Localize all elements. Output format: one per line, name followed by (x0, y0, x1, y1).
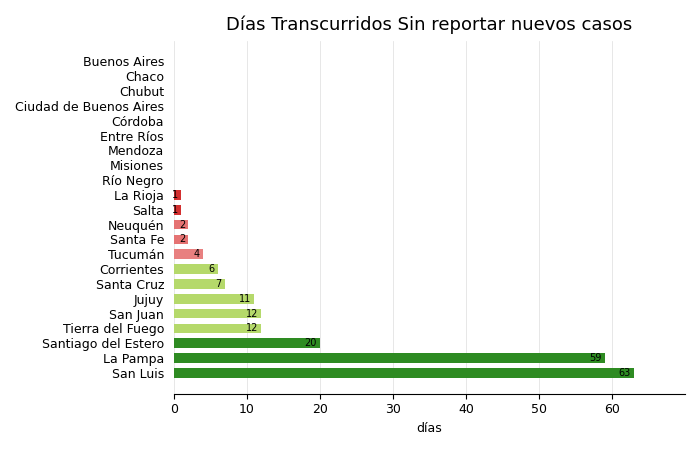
Text: 7: 7 (216, 279, 222, 289)
Text: 12: 12 (246, 309, 258, 319)
Text: 2: 2 (179, 234, 186, 244)
Text: 11: 11 (239, 294, 251, 304)
Bar (174, 249, 203, 259)
Text: 20: 20 (304, 338, 317, 348)
Text: 59: 59 (589, 353, 602, 363)
Text: 6: 6 (209, 264, 215, 274)
Bar (174, 190, 181, 200)
Bar (174, 234, 188, 244)
Bar (174, 294, 254, 304)
Bar (174, 353, 605, 363)
Text: 1: 1 (172, 190, 178, 200)
Text: 63: 63 (619, 368, 631, 378)
Bar (174, 368, 634, 378)
Text: 1: 1 (172, 205, 178, 215)
Text: 4: 4 (194, 249, 200, 259)
Bar (174, 220, 188, 230)
Bar (174, 338, 320, 348)
Bar (174, 324, 261, 333)
Bar (174, 205, 181, 215)
Title: Días Transcurridos Sin reportar nuevos casos: Días Transcurridos Sin reportar nuevos c… (226, 15, 633, 33)
X-axis label: días: días (416, 422, 442, 435)
Bar (174, 264, 218, 274)
Text: 2: 2 (179, 220, 186, 230)
Text: 12: 12 (246, 324, 258, 333)
Bar (174, 309, 261, 318)
Bar (174, 279, 225, 289)
